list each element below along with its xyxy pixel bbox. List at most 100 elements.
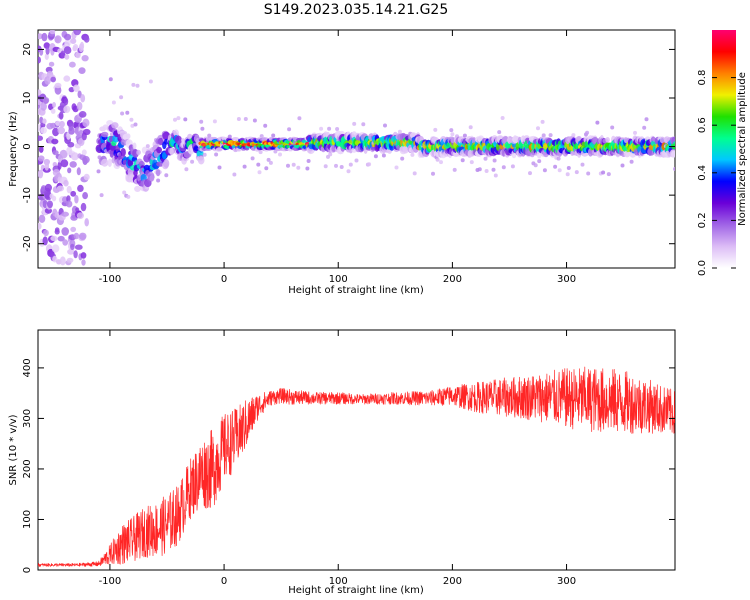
spectrogram-cell <box>52 102 56 108</box>
spectrogram-cell <box>70 152 79 161</box>
spectrogram-cell <box>163 159 170 168</box>
spectrogram-cell <box>491 167 496 172</box>
spectrogram-cell <box>50 108 56 114</box>
spectrogram-cell <box>54 35 62 44</box>
spectrogram-cell <box>70 38 77 44</box>
snr-xtick-label: 0 <box>221 576 227 587</box>
spectrogram-cell <box>156 146 163 154</box>
spectrogram-cell <box>74 194 79 204</box>
spectrogram-cell <box>623 150 631 158</box>
spectrogram-cell <box>644 117 649 122</box>
spectrogram-cell <box>327 126 332 131</box>
spectrogram-cell <box>435 157 440 162</box>
spectrogram-cell <box>52 127 60 137</box>
spectrogram-cell <box>633 130 637 135</box>
spectrogram-cell <box>367 162 372 167</box>
spectrogram-ylabel: Frequency (Hz) <box>8 111 19 187</box>
spectrogram-cell <box>184 167 189 172</box>
spectrogram-cell <box>173 117 177 122</box>
spectrogram-cell <box>187 133 193 140</box>
spectrogram-cell <box>63 97 69 106</box>
spectrogram-cell <box>566 166 571 170</box>
spectrogram-cell <box>81 149 87 156</box>
snr-ytick-label: 400 <box>22 358 33 377</box>
spectrogram-cell <box>629 159 634 164</box>
spectrogram-cell <box>44 191 52 201</box>
spectrogram-cell <box>250 156 255 161</box>
spectrogram-cell <box>236 117 241 121</box>
spectrogram-cell <box>556 156 561 161</box>
spectrogram-cell <box>328 152 333 157</box>
spectrogram-ytick-label: -20 <box>22 236 33 252</box>
spectrogram-cell <box>77 138 85 146</box>
spectrogram-cell <box>38 214 46 223</box>
spectrogram-cell <box>449 128 454 133</box>
figure-title: S149.2023.035.14.21.G25 <box>264 2 449 18</box>
spectrogram-cell <box>642 125 647 130</box>
spectrogram-cell <box>109 150 115 158</box>
spectrogram-xtick-label: 0 <box>221 274 227 285</box>
spectrogram-cell <box>48 61 55 67</box>
spectrogram-cell <box>412 171 417 176</box>
spectrogram-cell <box>70 226 77 232</box>
spectrogram-cell <box>41 32 48 42</box>
spectrogram-cell <box>81 259 86 266</box>
spectrogram-cell <box>540 119 545 124</box>
spectrogram-cell <box>542 168 547 173</box>
colorbar-ticks: 0.0 0.2 0.4 0.6 0.8 <box>697 70 736 276</box>
spectrogram-cell <box>199 119 204 124</box>
spectrogram-cell <box>38 155 45 162</box>
spectrogram-cell <box>111 100 116 105</box>
spectrogram-cell <box>39 116 44 124</box>
spectrogram-cell <box>431 171 435 176</box>
spectrogram-cell <box>214 152 219 157</box>
spectrogram-ytick-label: 0 <box>22 143 33 149</box>
spectrogram-cell <box>242 164 247 169</box>
spectrogram-cell <box>252 118 257 123</box>
spectrogram-cell <box>126 194 131 199</box>
spectrogram-cell <box>227 134 232 139</box>
spectrogram-cell <box>402 145 409 154</box>
spectrogram-cell <box>610 125 615 130</box>
snr-ylabel: SNR (10 * v/v) <box>8 414 19 485</box>
spectrogram-cell <box>200 126 205 131</box>
spectrogram-cell <box>197 156 205 165</box>
spectrogram-cell <box>348 162 353 167</box>
spectrogram-cell <box>216 147 223 152</box>
spectrogram-cell <box>40 126 47 134</box>
snr-xtick-label: 300 <box>557 576 576 587</box>
spectrogram-ytick-label: -10 <box>22 187 33 203</box>
spectrogram-cell <box>73 250 78 259</box>
snr-axes: -100 0 100 200 300 0 100 200 300 400 <box>22 330 675 587</box>
spectrogram-cell <box>42 97 50 104</box>
spectrogram-cell <box>173 129 180 137</box>
spectrogram-cell <box>541 133 546 138</box>
spectrogram-cell <box>70 243 75 250</box>
spectrogram-cell <box>61 227 69 236</box>
spectrogram-cell <box>477 167 482 172</box>
spectrogram-cell <box>78 232 87 240</box>
spectrogram-cell <box>571 133 576 138</box>
spectrogram-cell <box>75 51 81 59</box>
spectrogram-cell <box>59 256 66 266</box>
snr-ytick-label: 200 <box>22 459 33 478</box>
spectrogram-cell <box>111 122 119 129</box>
spectrogram-cell <box>80 94 86 103</box>
spectrogram-cell <box>122 190 127 195</box>
spectrogram-cell <box>80 202 87 212</box>
spectrogram-cell <box>43 42 50 49</box>
spectrogram-cell <box>67 141 75 148</box>
spectrogram-cell <box>108 77 113 82</box>
spectrogram-cell <box>271 133 276 138</box>
spectrogram-cell <box>45 47 50 55</box>
spectrogram-cell <box>460 158 465 163</box>
snr-xtick-label: 200 <box>443 576 462 587</box>
spectrogram-xtick-label: 200 <box>443 274 462 285</box>
spectrogram-cell <box>500 116 505 120</box>
colorbar-tick-label: 0.8 <box>697 70 708 86</box>
spectrogram-cell <box>297 116 302 121</box>
spectrogram-cell <box>258 150 263 155</box>
spectrogram-cell <box>323 164 328 169</box>
spectrogram-cell <box>69 161 77 168</box>
spectrogram-cell <box>595 120 600 125</box>
